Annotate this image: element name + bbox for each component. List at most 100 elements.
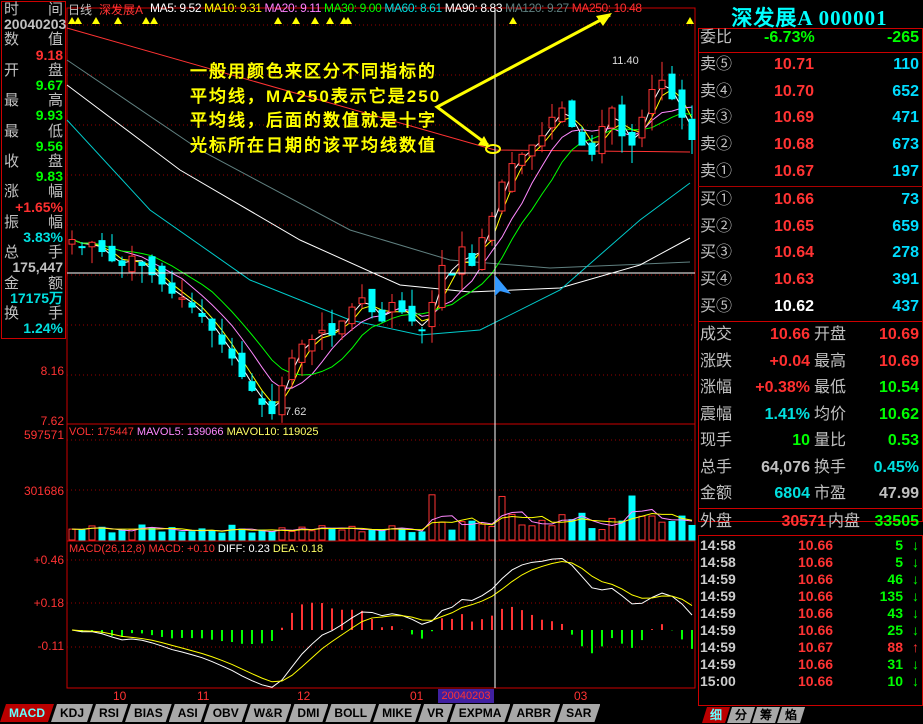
candle — [648, 88, 656, 115]
indicator-tab-obv[interactable]: OBV — [204, 704, 248, 722]
volume-bar — [358, 531, 366, 541]
candle — [318, 329, 326, 334]
candle — [78, 246, 86, 249]
sell-volume: 110 — [893, 56, 919, 73]
info-value: 9.67 — [35, 77, 63, 93]
candle — [258, 398, 266, 405]
tick-time: 14:59 — [700, 605, 736, 621]
stat-value: 10.69 — [878, 352, 919, 370]
buy-level-row: 买① 10.66 73 — [700, 187, 919, 213]
mavol5-line — [71, 508, 693, 533]
tick-row: 14:59 10.66 46 ↓ — [700, 571, 919, 588]
cursor-info-row: 9.67 — [4, 78, 63, 93]
weibi-pct: -6.73% — [764, 29, 815, 46]
sell-level-row: 卖② 10.68 673 — [700, 132, 919, 158]
arrow-down-icon: ↓ — [912, 622, 919, 638]
volume-bar — [288, 530, 296, 541]
volume-bar — [338, 529, 346, 541]
diff-value: DIFF: 0.23 — [217, 543, 270, 555]
inner-label: 内盘 — [828, 513, 861, 530]
tick-volume: 31 — [887, 656, 903, 672]
volume-bar — [238, 528, 246, 541]
ma-legend-item: MA60: 8.61 — [384, 1, 442, 15]
tick-price: 10.66 — [798, 537, 834, 553]
tick-price: 10.66 — [798, 554, 834, 570]
divider — [698, 508, 923, 509]
tick-volume: 135 — [879, 588, 903, 604]
detail-tab[interactable]: 筹 — [752, 707, 780, 723]
tick-volume: 5 — [895, 554, 903, 570]
indicator-tab-arbr[interactable]: ARBR — [507, 704, 560, 722]
ma-legend: MA5: 9.52 MA10: 9.31 MA20: 9.11 MA30: 9.00 M… — [150, 1, 642, 15]
stat-value: 64,076 — [761, 458, 810, 476]
candle — [248, 381, 256, 391]
signal-triangle-icon — [68, 17, 76, 24]
volume-tick: 597571 — [23, 428, 64, 442]
volume-bar — [148, 527, 156, 541]
signal-triangle-icon — [274, 17, 282, 24]
volume-bar — [168, 527, 176, 541]
stat-value: 6804 — [774, 485, 810, 502]
ma-legend-item: MA90: 8.83 — [444, 1, 503, 15]
inner-value: 33505 — [874, 513, 920, 530]
macd-value: MACD: +0.10 — [148, 543, 215, 555]
detail-tab[interactable]: 分 — [727, 707, 755, 723]
signal-triangle-icon — [74, 17, 82, 24]
signal-triangle-icon — [686, 17, 694, 24]
candle — [678, 89, 686, 118]
indicator-tab-vr[interactable]: VR — [418, 704, 453, 722]
info-label: 金 — [4, 274, 20, 292]
tick-time: 14:58 — [700, 537, 736, 553]
info-label: 开 — [4, 61, 20, 79]
volume-bar — [558, 514, 566, 541]
stock-name-label: 深发展A — [99, 3, 144, 17]
stat-value: 10.54 — [878, 379, 919, 396]
indicator-tabs: MACD KDJ RSI BIAS ASI OBV W&R DMI BOLL MIKE VR EXPM… — [0, 704, 597, 724]
volume-bar — [408, 532, 416, 541]
indicator-tab-bias[interactable]: BIAS — [125, 704, 172, 722]
candle — [518, 153, 526, 166]
mavol5-value: MAVOL5: 139066 — [136, 426, 224, 438]
buy-level-label: 买① — [700, 191, 733, 208]
tick-price: 10.66 — [798, 571, 834, 587]
divider — [698, 52, 923, 53]
indicator-tab-kdj[interactable]: KDJ — [51, 704, 93, 722]
candle — [328, 323, 336, 336]
indicator-tab-sar[interactable]: SAR — [557, 704, 600, 722]
detail-tab[interactable]: 焰 — [777, 707, 805, 723]
indicator-tab-rsi[interactable]: RSI — [90, 704, 128, 722]
candle — [588, 142, 596, 155]
indicator-tab-mike[interactable]: MIKE — [373, 704, 421, 722]
candle — [428, 301, 436, 328]
stats-row: 涨跌 +0.04 最高 10.69 — [700, 349, 919, 375]
sell-volume: 652 — [892, 82, 919, 100]
arrow-down-icon: ↓ — [912, 673, 919, 689]
indicator-tab-expma[interactable]: EXPMA — [450, 704, 511, 722]
mavol10-line — [71, 513, 693, 532]
volume-bar — [258, 529, 266, 541]
indicator-tab-macd[interactable]: MACD — [0, 704, 54, 722]
ma-legend-item: MA30: 9.00 — [323, 1, 382, 15]
indicator-tab-dmi[interactable]: DMI — [288, 704, 328, 722]
stat-value: 0.45% — [873, 458, 919, 476]
buy-volume: 73 — [901, 191, 919, 208]
sell-price: 10.68 — [774, 136, 815, 154]
indicator-tab-asi[interactable]: ASI — [169, 704, 207, 722]
info-label: 盘 — [47, 61, 63, 79]
kline-chart[interactable] — [0, 0, 696, 704]
tick-price: 10.66 — [798, 605, 834, 621]
info-label: 手 — [47, 244, 63, 262]
mouse-cursor-icon — [495, 275, 511, 296]
info-label: 额 — [47, 274, 63, 292]
info-label: 盘 — [47, 153, 63, 170]
volume-bar — [108, 532, 116, 541]
info-label: 低 — [47, 122, 63, 140]
tick-volume: 25 — [887, 622, 903, 638]
candle — [208, 318, 216, 331]
indicator-tab-wr[interactable]: W&R — [245, 704, 292, 722]
detail-tab[interactable]: 细 — [702, 707, 730, 723]
indicator-tab-boll[interactable]: BOLL — [325, 704, 376, 722]
candle — [448, 273, 456, 276]
arrow-head-icon — [478, 136, 490, 147]
buy-level-row: 买④ 10.63 391 — [700, 267, 919, 293]
